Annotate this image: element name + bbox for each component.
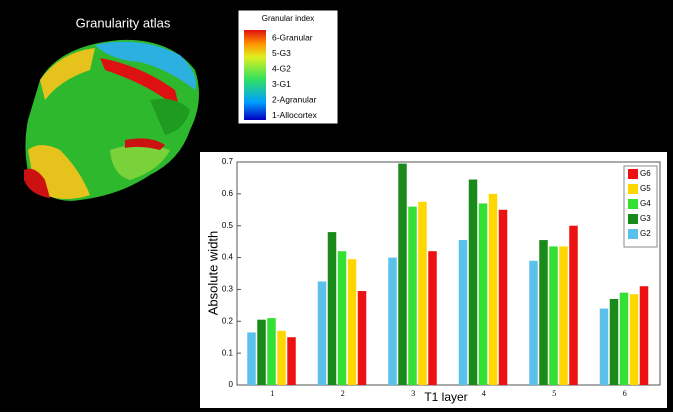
bar [539,240,548,385]
bar [277,331,286,385]
bar [428,251,437,385]
bar [247,332,256,385]
atlas-legend-title: Granular index [262,14,314,23]
bar [529,261,538,385]
bar [257,320,266,385]
y-tick-label: 0.6 [222,189,234,198]
bar [469,180,478,385]
figure: Granularity atlas Granular index Absolut… [0,0,673,412]
bar [418,202,427,385]
atlas-colorbar [244,30,266,120]
bar [287,337,296,385]
y-tick-label: 0.1 [222,348,234,357]
x-tick-label: 4 [482,389,486,398]
atlas-legend-label: 1-Allocortex [272,110,318,120]
x-tick-label: 5 [552,389,556,398]
atlas-legend-label: 2-Agranular [272,94,317,104]
legend-swatch [628,214,638,224]
y-tick-label: 0.5 [222,221,234,230]
legend-swatch [628,229,638,239]
bar [620,293,629,385]
bar [499,210,508,385]
atlas-legend-label: 5-G3 [272,48,291,58]
bar [630,294,639,385]
legend-label: G6 [640,169,651,178]
x-axis-label: T1 layer [424,390,467,404]
legend-label: G2 [640,229,651,238]
y-tick-label: 0.4 [222,253,234,262]
bar [459,240,468,385]
legend-label: G3 [640,214,651,223]
bar [388,258,397,385]
bar [318,281,327,385]
x-tick-label: 2 [341,389,345,398]
x-tick-label: 3 [411,389,415,398]
y-tick-label: 0.2 [222,316,234,325]
bar [328,232,337,385]
x-tick-label: 6 [623,389,627,398]
bar [489,194,498,385]
bar [358,291,367,385]
bar [398,164,407,385]
atlas-legend-label: 6-Granular [272,32,313,42]
bar [338,251,347,385]
y-tick-label: 0 [229,380,234,389]
bar [267,318,276,385]
y-axis-label: Absolute width [205,231,220,316]
bar [600,309,609,385]
x-tick-label: 1 [270,389,274,398]
legend-swatch [628,199,638,209]
legend-label: G5 [640,184,651,193]
atlas-legend-label: 4-G2 [272,63,291,73]
y-tick-label: 0.3 [222,285,234,294]
bar [610,299,619,385]
bar [348,259,357,385]
legend-swatch [628,184,638,194]
legend-swatch [628,169,638,179]
bar [640,286,649,385]
bar [559,246,568,385]
bar [479,203,488,385]
legend-label: G4 [640,199,651,208]
atlas-title: Granularity atlas [76,15,171,30]
atlas-legend-label: 3-G1 [272,79,291,89]
bar [549,246,558,385]
bar [569,226,578,385]
y-tick-label: 0.7 [222,157,234,166]
bar [408,207,417,385]
